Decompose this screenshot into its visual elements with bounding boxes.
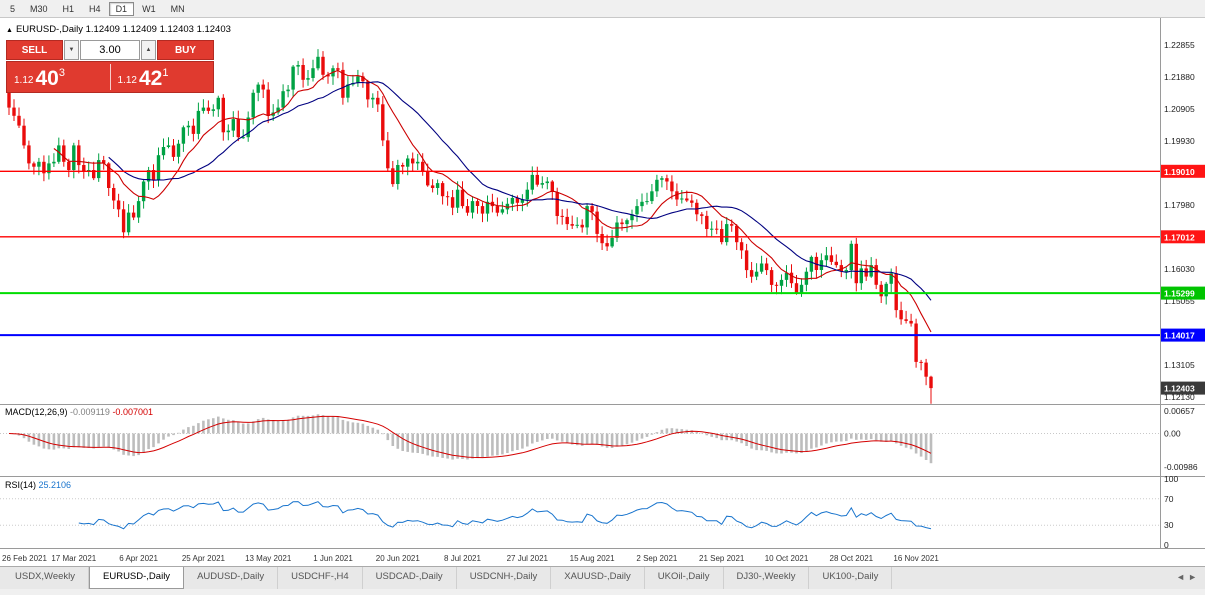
chart-tab-dj30-weekly[interactable]: DJ30-,Weekly [724,567,810,589]
buy-button[interactable]: BUY [157,40,214,60]
ask-price-main: 42 [138,67,163,90]
svg-text:17 Mar 2021: 17 Mar 2021 [51,554,96,563]
chart-symbol-label: EURUSD-,Daily [15,24,83,35]
svg-text:1.20905: 1.20905 [1164,104,1195,114]
chart-tab-audusd-daily[interactable]: AUDUSD-,Daily [184,567,279,589]
svg-text:8 Jul 2021: 8 Jul 2021 [444,554,481,563]
volume-input[interactable] [80,40,140,60]
rsi-indicator-label: RSI(14) 25.2106 [5,480,71,490]
sell-price-display[interactable]: 1.12 40 3 [7,62,110,92]
trade-controls-row: SELL ▼ ▲ BUY [6,40,214,60]
chart-tab-usdcnh-daily[interactable]: USDCNH-,Daily [457,567,552,589]
chart-ohlc-values: 1.12409 1.12409 1.12403 1.12403 [85,24,231,35]
svg-text:0.00657: 0.00657 [1164,406,1195,416]
chart-tab-xauusd-daily[interactable]: XAUUSD-,Daily [551,567,645,589]
timeframe-button-W1[interactable]: W1 [142,3,156,14]
svg-text:20 Jun 2021: 20 Jun 2021 [376,554,421,563]
volume-increase-button[interactable]: ▲ [141,40,156,60]
svg-text:1.21880: 1.21880 [1164,72,1195,82]
rsi-value: 25.2106 [38,480,72,490]
svg-text:25 Apr 2021: 25 Apr 2021 [182,554,226,563]
svg-text:26 Feb 2021: 26 Feb 2021 [2,554,47,563]
macd-signal-value: -0.007001 [112,407,153,417]
rsi-name: RSI(14) [5,480,37,490]
timeframe-button-5[interactable]: 5 [10,3,16,14]
svg-text:0: 0 [1164,540,1169,550]
bid-price-prefix: 1.12 [14,75,34,86]
svg-text:21 Sep 2021: 21 Sep 2021 [699,554,745,563]
chart-tab-uk100-daily[interactable]: UK100-,Daily [809,567,893,589]
timeframe-button-M30[interactable]: M30 [30,3,48,14]
svg-text:10 Oct 2021: 10 Oct 2021 [765,554,809,563]
svg-text:6 Apr 2021: 6 Apr 2021 [119,554,158,563]
tab-bar: USDX,Weekly EURUSD-,Daily AUDUSD-,Daily USD… [0,566,1205,589]
svg-text:1.14017: 1.14017 [1164,331,1195,341]
svg-text:1.17012: 1.17012 [1164,232,1195,242]
ask-price-prefix: 1.12 [117,75,137,86]
chart-tab-eurusd-daily[interactable]: EURUSD-,Daily [89,567,185,589]
tabs-scroll-left-icon[interactable]: ◄ [1176,572,1189,582]
ask-price-pip: 1 [162,67,169,79]
chart-tab-usdchf-h4[interactable]: USDCHF-,H4 [278,567,363,589]
svg-text:27 Jul 2021: 27 Jul 2021 [507,554,549,563]
timeframe-button-MN[interactable]: MN [170,3,185,14]
tabs-scroll-right-icon[interactable]: ► [1188,572,1200,582]
timeframe-bar: 5 M30 H1 H4 D1 W1 MN [0,0,1205,18]
timeframe-button-D1[interactable]: D1 [108,1,135,16]
svg-text:16 Nov 2021: 16 Nov 2021 [893,554,939,563]
svg-text:1.12130: 1.12130 [1164,392,1195,402]
svg-text:15 Aug 2021: 15 Aug 2021 [570,554,615,563]
svg-text:1.19930: 1.19930 [1164,136,1195,146]
svg-text:28 Oct 2021: 28 Oct 2021 [830,554,874,563]
svg-text:30: 30 [1164,520,1174,530]
svg-text:1.19010: 1.19010 [1164,167,1195,177]
macd-indicator-label: MACD(12,26,9) -0.009119 -0.007001 [5,407,153,417]
price-divider [109,64,111,90]
bid-price-pip: 3 [58,67,65,79]
svg-text:100: 100 [1164,474,1178,484]
chart-header: ▲ EURUSD-,Daily 1.12409 1.12409 1.12403 1… [6,24,231,35]
oneclick-collapse-icon[interactable]: ▲ [6,27,13,34]
svg-text:1.17980: 1.17980 [1164,200,1195,210]
bid-price-main: 40 [35,67,59,90]
sell-button[interactable]: SELL [6,40,63,60]
macd-name: MACD(12,26,9) [5,407,68,417]
svg-text:1.15299: 1.15299 [1164,289,1195,299]
macd-main-value: -0.009119 [70,407,110,417]
chart-tab-usdx-weekly[interactable]: USDX,Weekly [2,567,90,589]
svg-text:1.22855: 1.22855 [1164,40,1195,50]
tab-scroll-controls: ◄► [1176,572,1200,582]
svg-text:1 Jun 2021: 1 Jun 2021 [313,554,353,563]
svg-text:0.00: 0.00 [1164,429,1181,439]
svg-text:70: 70 [1164,494,1174,504]
svg-text:1.15055: 1.15055 [1164,296,1195,306]
timeframe-button-H1[interactable]: H1 [62,3,75,14]
chart-tab-ukoil-daily[interactable]: UKOil-,Daily [645,567,724,589]
svg-text:1.13105: 1.13105 [1164,360,1195,370]
svg-text:1.12403: 1.12403 [1164,384,1195,394]
svg-text:13 May 2021: 13 May 2021 [245,554,292,563]
chart-tabs: USDX,Weekly EURUSD-,Daily AUDUSD-,Daily USD… [0,567,1205,589]
trade-prices-row: 1.12 40 3 1.12 42 1 [6,61,214,93]
svg-text:-0.00986: -0.00986 [1164,462,1198,472]
buy-price-display[interactable]: 1.12 42 1 [111,62,214,92]
svg-text:2 Sep 2021: 2 Sep 2021 [636,554,677,563]
timeframe-button-H4[interactable]: H4 [89,3,101,14]
chart-tab-usdcad-daily[interactable]: USDCAD-,Daily [363,567,457,589]
volume-decrease-button[interactable]: ▼ [64,40,79,60]
svg-text:1.16030: 1.16030 [1164,264,1195,274]
